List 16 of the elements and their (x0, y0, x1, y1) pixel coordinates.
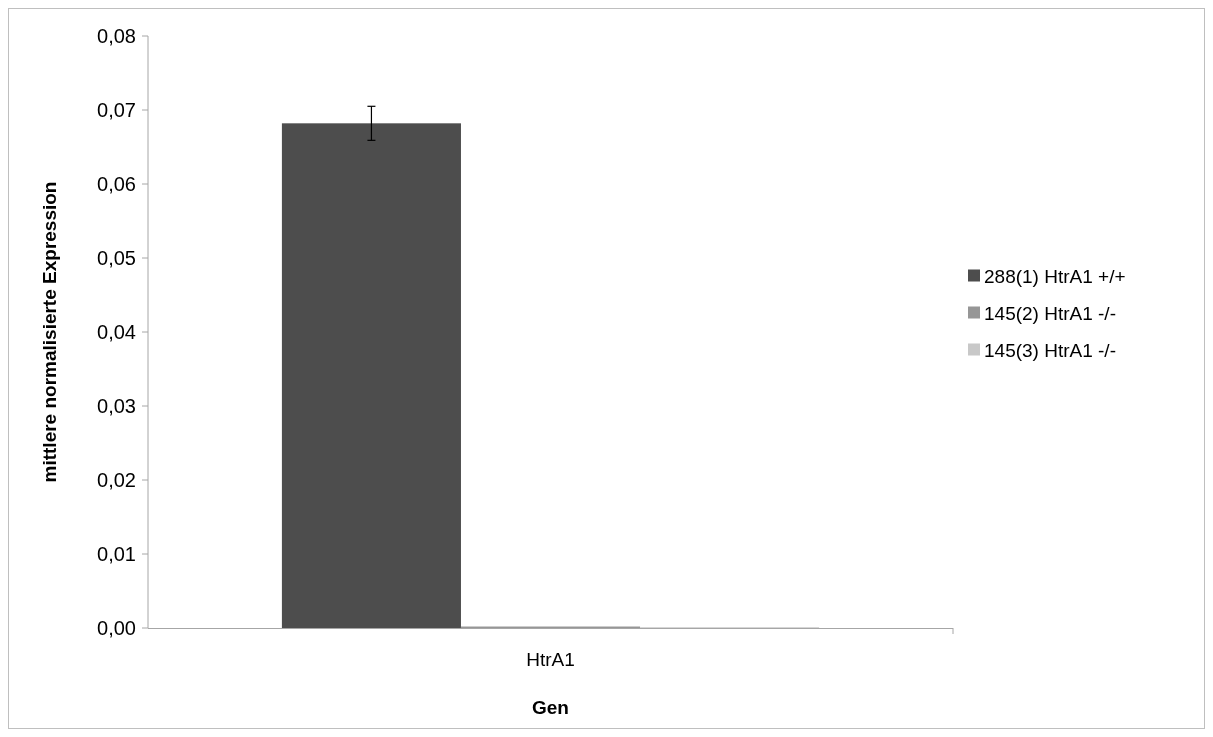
y-tick-label: 0,08 (97, 25, 136, 47)
legend-label: 145(2) HtrA1 -/- (984, 303, 1116, 325)
y-tick-label: 0,02 (97, 469, 136, 491)
x-axis-title: Gen (532, 697, 569, 718)
y-tick-label: 0,05 (97, 247, 136, 269)
y-tick-label: 0,07 (97, 99, 136, 121)
y-tick-label: 0,06 (97, 173, 136, 195)
x-tick-label: HtrA1 (526, 649, 575, 670)
bar (281, 123, 461, 628)
y-tick-label: 0,03 (97, 395, 136, 417)
y-tick-label: 0,00 (97, 617, 136, 639)
y-tick-label: 0,01 (97, 543, 136, 565)
y-tick-label: 0,04 (97, 321, 136, 343)
legend-label: 145(3) HtrA1 -/- (984, 340, 1116, 362)
legend-label: 288(1) HtrA1 +/+ (984, 266, 1126, 288)
y-axis-title: mittlere normalisierte Expression (39, 181, 60, 483)
